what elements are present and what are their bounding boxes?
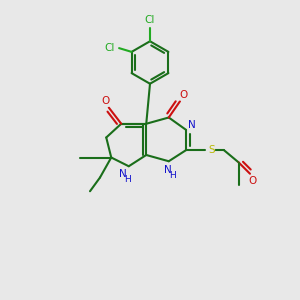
Text: H: H [124,175,131,184]
Text: O: O [101,96,109,106]
Text: N: N [118,169,126,179]
Text: N: N [164,165,171,175]
Text: N: N [188,121,196,130]
Text: O: O [180,90,188,100]
Text: H: H [169,170,176,179]
Text: O: O [249,176,257,186]
Text: Cl: Cl [104,43,115,53]
Text: S: S [208,145,214,155]
Text: Cl: Cl [145,15,155,25]
